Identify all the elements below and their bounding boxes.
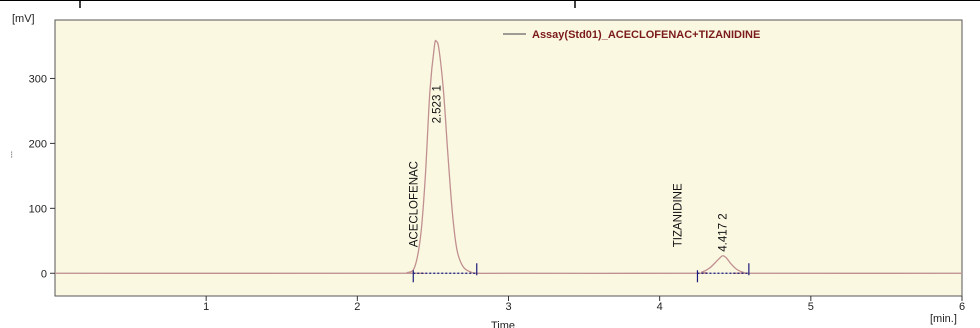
x-axis-ticks: 1 2 3 4 5 6 (203, 296, 965, 313)
x-axis-label: Time (491, 320, 515, 328)
plot-area (54, 19, 963, 297)
x-tick-label: 4 (657, 301, 663, 313)
trace-layer (54, 39, 963, 275)
x-tick-label: 3 (505, 301, 511, 313)
y-tick-label: 200 (29, 138, 47, 150)
peak-compound-name: TIZANIDINE (672, 183, 684, 247)
x-unit-label: [min.] (930, 313, 957, 325)
x-tick-label: 6 (959, 301, 965, 313)
x-tick-label: 1 (203, 301, 209, 313)
y-tick-label: 0 (41, 268, 47, 280)
legend: Assay(Std01)_ACECLOFENAC+TIZANIDINE (503, 29, 760, 41)
peak-retention-time: 4.417 2 (718, 213, 730, 251)
y-unit-label: [mV] (12, 13, 35, 25)
peak-retention-time: 2.523 1 (431, 85, 443, 123)
y-tick-label: 100 (29, 203, 47, 215)
x-tick-label: 2 (354, 301, 360, 313)
y-axis-label: --- (9, 150, 16, 158)
y-tick-label: 300 (29, 73, 47, 85)
peak-annotations: 2.523 1 ACECLOFENAC 4.417 2 TIZANIDINE (408, 85, 750, 283)
legend-entry: Assay(Std01)_ACECLOFENAC+TIZANIDINE (532, 29, 760, 41)
x-tick-label: 5 (808, 301, 814, 313)
series-line (54, 39, 963, 275)
y-axis-ticks: 0 100 200 300 (29, 73, 55, 280)
peak-compound-name: ACECLOFENAC (408, 161, 420, 247)
